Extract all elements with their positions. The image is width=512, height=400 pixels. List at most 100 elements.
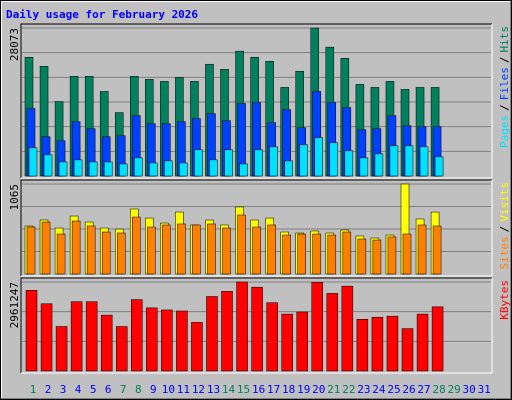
- bar: [239, 163, 248, 177]
- bar: [85, 301, 98, 372]
- x-tick-label: 16: [252, 383, 265, 396]
- bar: [224, 149, 233, 177]
- bar: [176, 310, 188, 372]
- bar: [326, 293, 339, 372]
- bar: [266, 302, 278, 372]
- x-tick-label: 8: [135, 383, 142, 396]
- x-tick-label: 28: [432, 383, 445, 396]
- x-tick-label: 15: [237, 383, 250, 396]
- x-tick-label: 27: [417, 383, 430, 396]
- bar: [146, 307, 158, 372]
- x-tick-label: 29: [447, 383, 460, 396]
- bar: [281, 313, 293, 372]
- bar: [86, 225, 96, 275]
- bar: [55, 326, 68, 372]
- x-tick-label: 25: [387, 383, 400, 396]
- chart-title: Daily usage for February 2026: [6, 8, 198, 21]
- bar: [56, 233, 66, 275]
- bar: [100, 314, 113, 372]
- x-tick-label: 4: [75, 383, 82, 396]
- bar: [251, 286, 263, 372]
- bar: [267, 224, 276, 275]
- legend-entry: Pages: [498, 115, 511, 148]
- bar: [191, 322, 203, 372]
- x-tick-label: 2: [45, 383, 52, 396]
- bar: [254, 149, 263, 177]
- bar: [356, 319, 369, 372]
- bar: [401, 328, 414, 372]
- x-tick-label: 26: [402, 383, 415, 396]
- legend: KBytes: [498, 280, 511, 320]
- bar: [344, 150, 354, 177]
- legend: Sites / Visits: [498, 182, 511, 270]
- bar: [161, 309, 173, 372]
- x-tick-label: 12: [192, 383, 205, 396]
- bar: [357, 238, 367, 275]
- bar: [70, 301, 83, 372]
- bar: [314, 137, 324, 177]
- bar: [299, 144, 308, 177]
- bar: [132, 216, 141, 275]
- legend: Pages / Files / Hits: [498, 26, 511, 148]
- bar: [149, 162, 158, 177]
- x-tick-label: 11: [177, 383, 190, 396]
- bar: [434, 156, 444, 177]
- y-max-label: 1065: [8, 184, 21, 211]
- bar: [134, 157, 143, 177]
- x-tick-label: 6: [105, 383, 112, 396]
- panel-bevel-dark: [20, 23, 492, 178]
- x-tick-label: 31: [478, 383, 491, 396]
- x-tick-label: 17: [267, 383, 280, 396]
- bar: [221, 291, 233, 372]
- x-tick-label: 5: [90, 383, 97, 396]
- bar: [402, 233, 412, 275]
- bar: [342, 231, 352, 275]
- legend-entry: Sites: [498, 236, 511, 269]
- legend-entry: Files: [498, 67, 511, 100]
- bar: [207, 223, 216, 275]
- bar: [389, 145, 399, 177]
- bar: [312, 233, 322, 275]
- x-tick-label: 22: [342, 383, 355, 396]
- bar: [222, 227, 231, 275]
- bar: [311, 282, 324, 372]
- legend-entry: KBytes: [498, 280, 511, 320]
- bar: [40, 303, 53, 372]
- bar: [73, 159, 83, 177]
- bar: [103, 161, 113, 177]
- bar: [237, 214, 246, 275]
- x-tick-label: 23: [357, 383, 370, 396]
- bar: [269, 146, 278, 177]
- bar: [371, 316, 384, 372]
- x-tick-label: 24: [372, 383, 386, 396]
- legend-separator: /: [498, 104, 511, 111]
- bar: [115, 326, 128, 372]
- bar: [284, 160, 293, 177]
- bar: [209, 159, 218, 177]
- y-max-label: 2961247: [8, 282, 21, 328]
- bar: [341, 285, 354, 372]
- panel-bevel-light: [21, 278, 493, 374]
- panel-bevel-light: [21, 24, 493, 179]
- bar: [206, 296, 218, 372]
- bar: [431, 306, 444, 372]
- bar: [282, 234, 291, 275]
- bar: [25, 290, 38, 372]
- y-max-label: 28073: [8, 28, 21, 61]
- legend-entry: Visits: [498, 182, 511, 222]
- bar: [419, 146, 429, 177]
- bar: [28, 147, 38, 177]
- bar: [131, 299, 143, 372]
- bar: [416, 313, 429, 372]
- bar: [147, 226, 156, 275]
- bar: [296, 311, 308, 372]
- bar: [192, 224, 201, 275]
- x-tick-label: 3: [60, 383, 67, 396]
- bar: [179, 162, 188, 177]
- bar: [71, 220, 81, 275]
- bar: [432, 225, 442, 275]
- panel-bevel-dark: [20, 277, 492, 373]
